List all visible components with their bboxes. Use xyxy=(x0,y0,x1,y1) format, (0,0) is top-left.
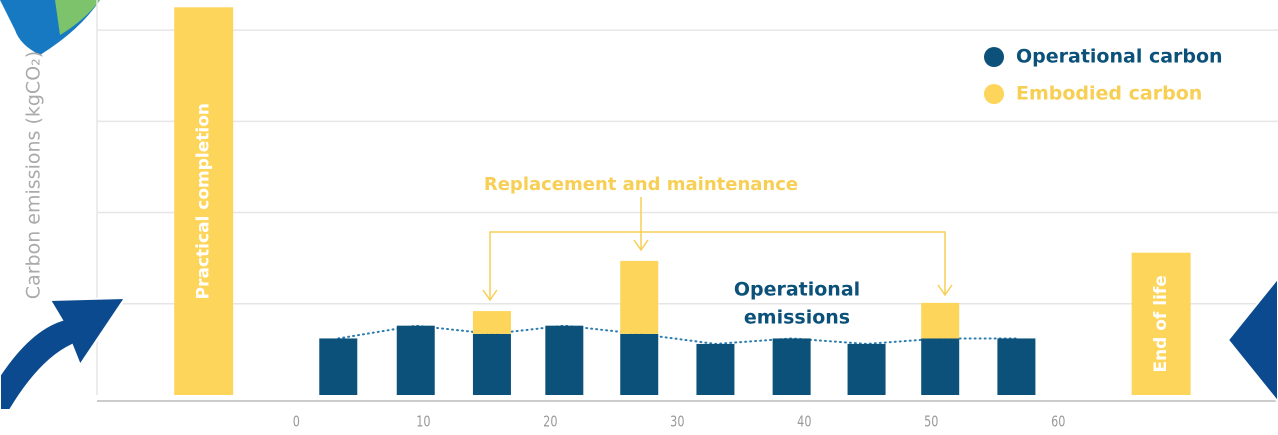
operational-bar xyxy=(396,325,435,395)
operational-bar xyxy=(472,333,511,395)
embodied-bar xyxy=(472,311,511,334)
operational-bar xyxy=(772,338,811,395)
right-arrow xyxy=(1226,276,1278,404)
annotation: emissions xyxy=(744,307,850,329)
x-tick-label: 30 xyxy=(670,414,684,431)
operational-bar xyxy=(921,338,960,395)
operational-trend xyxy=(337,324,1018,345)
embodied-bar xyxy=(1131,252,1191,395)
annotation: Replacement and maintenance xyxy=(484,174,798,195)
arrow-head xyxy=(482,239,953,302)
operational-bar xyxy=(620,333,659,395)
left-arrow xyxy=(0,296,127,411)
legend-label: Embodied carbon xyxy=(1016,83,1202,105)
legend-swatch xyxy=(984,47,1004,67)
embodied-bar xyxy=(921,302,960,339)
x-tick-label: 50 xyxy=(924,414,938,431)
operational-bar xyxy=(545,325,584,395)
annotation: Operational xyxy=(734,279,860,301)
operational-bar xyxy=(847,343,886,395)
embodied-bar xyxy=(620,260,659,334)
logo-swoosh-green xyxy=(55,0,100,35)
y-axis-label: Carbon emissions (kgCO₂) xyxy=(23,51,45,299)
bar-label: End of life xyxy=(1151,275,1171,372)
bracket xyxy=(482,197,953,302)
bar-label: Practical completion xyxy=(194,103,214,299)
x-tick-label: 10 xyxy=(416,414,430,431)
legend-swatch xyxy=(984,84,1004,104)
x-tick-label: 0 xyxy=(293,414,300,431)
x-tick-label: 40 xyxy=(797,414,811,431)
x-tick-label: 20 xyxy=(543,414,557,431)
operational-bar xyxy=(696,343,735,395)
bracket-line xyxy=(489,197,946,300)
operational-bar xyxy=(997,338,1036,395)
legend-label: Operational carbon xyxy=(1016,46,1223,68)
operational-bar xyxy=(319,338,358,395)
x-tick-label: 60 xyxy=(1051,414,1065,431)
embodied-bar xyxy=(174,7,234,396)
